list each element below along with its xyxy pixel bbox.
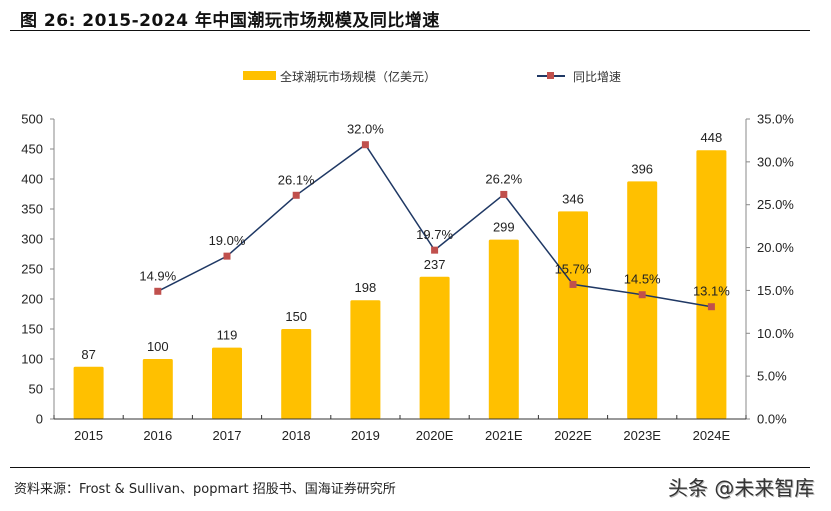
right-axis-tick-label: 25.0% — [757, 197, 794, 212]
bar-value-label: 100 — [147, 339, 169, 354]
x-axis-tick-label: 2018 — [282, 428, 311, 443]
right-axis-tick-label: 15.0% — [757, 283, 794, 298]
chart-legend: 全球潮玩市场规模（亿美元） 同比增速 — [0, 68, 831, 84]
bar-2021E — [488, 239, 519, 419]
bar-2018 — [281, 329, 312, 419]
data-labels: 87 100 119 150 198 237 299 346 396 448 14.9% 19.0% 2… — [81, 122, 730, 362]
bar-2024E — [696, 150, 727, 419]
left-axis-tick-label: 500 — [21, 112, 43, 127]
x-axis-tick-label: 2020E — [416, 428, 454, 443]
bar-value-label: 396 — [631, 161, 653, 176]
growth-marker-2019 — [361, 141, 369, 149]
legend-line-label: 同比增速 — [573, 70, 622, 84]
source-divider — [10, 467, 810, 468]
right-axis-tick-label: 20.0% — [757, 240, 794, 255]
left-axis-tick-label: 300 — [21, 232, 43, 247]
legend-bar-label: 全球潮玩市场规模（亿美元） — [280, 70, 437, 84]
right-axis-tick-label: 10.0% — [757, 326, 794, 341]
legend-line-marker — [547, 72, 554, 79]
bar-value-label: 119 — [217, 328, 238, 343]
growth-value-label: 14.9% — [139, 268, 176, 283]
growth-value-label: 26.2% — [485, 171, 522, 186]
left-axis-tick-label: 150 — [21, 322, 43, 337]
bar-2022E — [558, 211, 588, 419]
left-axis-tick-label: 0 — [36, 412, 43, 427]
left-axis-tick-label: 400 — [21, 172, 43, 187]
watermark: 头条 @未来智库 — [668, 476, 815, 500]
source-note: 资料来源：Frost & Sullivan、popmart 招股书、国海证券研究… — [14, 482, 396, 497]
left-axis-tick-label: 200 — [21, 292, 43, 307]
right-axis-tick-label: 35.0% — [757, 112, 794, 127]
left-axis-tick-label: 450 — [21, 142, 43, 157]
growth-value-label: 19.0% — [209, 233, 246, 248]
left-axis-tick-label: 350 — [21, 202, 43, 217]
growth-marker-2016 — [154, 287, 162, 295]
bar-2016 — [142, 359, 173, 419]
bar-value-label: 299 — [493, 220, 515, 235]
growth-value-label: 19.7% — [416, 227, 453, 242]
bar-value-label: 346 — [562, 191, 584, 206]
bar-series — [73, 150, 727, 419]
growth-value-label: 32.0% — [347, 122, 384, 137]
bar-2017 — [212, 347, 242, 419]
growth-value-label: 15.7% — [555, 261, 592, 276]
x-axis-tick-label: 2015 — [74, 428, 103, 443]
bar-value-label: 87 — [81, 347, 95, 362]
x-axis-tick-label: 2024E — [693, 428, 731, 443]
bar-2020E — [419, 276, 450, 419]
right-axis-tick-label: 5.0% — [757, 369, 787, 384]
growth-marker-2020E — [431, 246, 439, 254]
figure-title: 图 26: 2015-2024 年中国潮玩市场规模及同比增速 — [20, 11, 440, 31]
bar-value-label: 198 — [355, 280, 377, 295]
bar-2023E — [627, 181, 658, 419]
left-axis-tick-label: 250 — [21, 262, 43, 277]
growth-value-label: 14.5% — [624, 272, 661, 287]
right-axis-tick-label: 0.0% — [757, 412, 787, 427]
x-axis-tick-label: 2022E — [554, 428, 592, 443]
growth-marker-2018 — [292, 191, 300, 199]
axes: 0 50 100 150 200 250 300 350 400 450 500 0.0% 5.0% 10… — [21, 112, 794, 444]
growth-value-label: 13.1% — [693, 284, 730, 299]
growth-value-label: 26.1% — [278, 172, 315, 187]
title-divider — [10, 30, 810, 31]
growth-marker-2017 — [223, 252, 231, 260]
x-axis-tick-label: 2017 — [213, 428, 242, 443]
x-axis-tick-label: 2023E — [623, 428, 661, 443]
bar-value-label: 448 — [701, 130, 723, 145]
growth-marker-2022E — [569, 280, 577, 288]
growth-marker-2021E — [500, 190, 508, 198]
bar-2019 — [350, 300, 381, 419]
left-axis-tick-label: 100 — [21, 352, 43, 367]
bar-value-label: 237 — [424, 257, 446, 272]
x-axis-tick-label: 2019 — [351, 428, 380, 443]
bar-value-label: 150 — [285, 309, 307, 324]
growth-marker-2024E — [707, 303, 715, 311]
line-series — [154, 141, 715, 311]
x-axis-tick-label: 2021E — [485, 428, 523, 443]
left-axis-tick-label: 50 — [29, 382, 43, 397]
right-axis-tick-label: 30.0% — [757, 154, 794, 169]
bar-2015 — [73, 366, 104, 419]
x-axis-tick-label: 2016 — [143, 428, 172, 443]
growth-marker-2023E — [638, 291, 646, 299]
legend-bar-swatch — [243, 71, 276, 80]
